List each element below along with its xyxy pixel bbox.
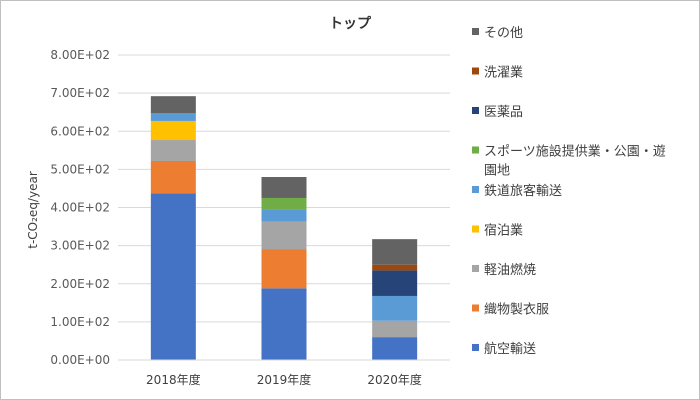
y-axis-title: t-CO₂eq/year — [26, 171, 40, 249]
bar-segment — [372, 239, 418, 265]
y-tick-label: 6.00E+02 — [50, 124, 110, 138]
y-tick-label: 5.00E+02 — [50, 162, 110, 176]
legend-label: その他 — [484, 26, 523, 41]
legend-label: 宿泊業 — [484, 223, 523, 239]
bar-segment — [261, 177, 307, 198]
legend-swatch — [472, 344, 479, 351]
legend-swatch — [472, 186, 479, 193]
bar-segment — [372, 337, 418, 360]
bar-segment — [261, 249, 307, 289]
x-tick-label: 2020年度 — [367, 372, 422, 387]
legend-swatch — [472, 67, 479, 75]
y-tick-label: 8.00E+02 — [50, 48, 110, 62]
chart-title: トップ — [329, 16, 372, 32]
legend-label: 航空輸送 — [484, 341, 536, 357]
legend-label: スポーツ施設提供業・公園・遊 — [484, 144, 666, 160]
axes: 0.00E+00 1.00E+02 2.00E+02 3.00E+02 4.00E+02… — [50, 48, 450, 387]
bar-segment — [150, 120, 196, 141]
bar-segment — [372, 264, 418, 271]
y-tick-label: 3.00E+02 — [50, 239, 110, 253]
bar-segment — [150, 193, 196, 360]
legend-label: 医薬品 — [484, 105, 523, 120]
bar-segment — [261, 197, 307, 210]
bar-segment — [150, 160, 196, 194]
legend-swatch — [472, 265, 479, 272]
legend-label: 鉄道旅客輸送 — [484, 183, 562, 199]
bar-segment — [150, 140, 196, 161]
y-tick-label: 2.00E+02 — [50, 277, 110, 291]
legend-swatch — [472, 107, 479, 114]
y-tick-label: 0.00E+00 — [50, 353, 110, 367]
bar-segment — [372, 270, 418, 296]
legend-label: 織物製衣服 — [484, 302, 549, 318]
bar-segment — [372, 295, 418, 321]
legend-label: 園地 — [484, 164, 510, 179]
bar-segment — [150, 96, 196, 114]
legend-swatch — [472, 304, 479, 312]
legend-label: 軽油燃焼 — [484, 262, 536, 278]
y-tick-label: 7.00E+02 — [50, 86, 110, 100]
bar-segment — [372, 320, 418, 338]
bar-segment — [261, 221, 307, 250]
x-tick-label: 2019年度 — [257, 372, 312, 387]
y-tick-label: 1.00E+02 — [50, 315, 110, 329]
x-tick-label: 2018年度 — [146, 372, 201, 387]
bar-segment — [150, 113, 196, 121]
legend-swatch — [472, 28, 479, 35]
bar-segment — [261, 209, 307, 222]
y-tick-label: 4.00E+02 — [50, 201, 110, 215]
legend-swatch — [472, 225, 479, 233]
bars — [150, 96, 418, 360]
bar-segment — [261, 288, 307, 360]
legend-label: 洗濯業 — [484, 65, 523, 81]
legend-swatch — [472, 146, 479, 154]
legend: その他洗濯業医薬品スポーツ施設提供業・公園・遊園地鉄道旅客輸送宿泊業軽油燃焼織物… — [472, 26, 666, 357]
